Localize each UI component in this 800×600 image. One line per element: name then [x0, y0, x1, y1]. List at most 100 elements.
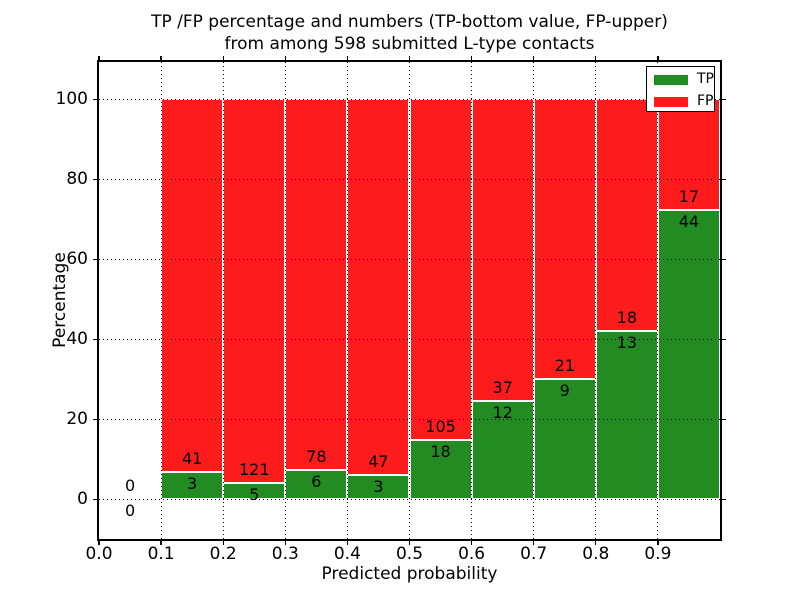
x-tick-label: 0.7 [520, 544, 548, 564]
x-tick [595, 539, 597, 545]
bar-tp-count-label: 5 [249, 485, 260, 505]
y-tick-label: 100 [55, 89, 88, 109]
bar-tp-segment [409, 440, 472, 499]
y-tick [93, 418, 99, 420]
x-gridline [533, 62, 535, 539]
fp-swatch [654, 96, 688, 107]
legend: TP FP [646, 66, 715, 112]
x-axis-label: Predicted probability [321, 564, 498, 584]
y-tick-right [720, 498, 726, 500]
y-tick [93, 498, 99, 500]
x-tick [470, 539, 473, 545]
bar-tp-count-label: 13 [616, 333, 638, 353]
bar-tp-count-label: 18 [430, 442, 451, 462]
x-tick-label: 0.4 [333, 544, 361, 564]
y-tick-right [720, 98, 726, 100]
x-tick-label: 0.3 [271, 544, 299, 564]
x-tick [284, 539, 286, 545]
bar-tp-count-label: 9 [559, 381, 570, 400]
x-tick [533, 539, 535, 545]
chart-title-line2: from among 598 submitted L-type contacts [224, 34, 595, 54]
plot-area: 0 20 40 60 80 100 0.0 0.1 0.2 0.3 0.4 0.5 0.6 0.7 0.8 0… [56, 56, 726, 563]
x-tick [98, 539, 100, 545]
bar-tp-segment [657, 210, 720, 499]
y-tick [93, 98, 99, 100]
bar-tp-segment [285, 470, 348, 499]
chart-title-line1: TP /FP percentage and numbers (TP-bottom… [151, 12, 668, 32]
y-axis-label: Percentage [50, 252, 70, 348]
x-tick-label: 0.0 [85, 544, 113, 564]
x-tick [408, 539, 411, 545]
bar-fp-segment [657, 99, 720, 211]
bar-fp-segment [223, 99, 286, 484]
x-tick-label: 0.5 [395, 544, 424, 564]
x-tick-label: 0.6 [458, 544, 486, 564]
bar-fp-segment [595, 99, 658, 332]
x-tick-top [408, 56, 411, 62]
bar-tp-count-label: 3 [187, 473, 198, 493]
x-tick [346, 539, 349, 545]
y-tick-right [720, 418, 726, 420]
bar-tp-segment [471, 401, 534, 499]
bar-tp-count-label: 44 [678, 212, 700, 232]
bar-fp-segment [285, 99, 348, 471]
x-gridline [284, 62, 286, 539]
chart-title: TP /FP percentage and numbers (TP-bottom… [99, 11, 720, 55]
bar-tp-count-label: 6 [311, 472, 322, 492]
bar-tp-segment [533, 379, 596, 499]
x-gridline [471, 62, 473, 539]
y-tick [93, 338, 99, 340]
bar-fp-count-label: 17 [678, 187, 700, 207]
tp-swatch [654, 74, 688, 85]
bar-tp-segment [347, 475, 410, 499]
y-tick-label: 0 [77, 489, 88, 509]
x-tick-top [222, 56, 224, 62]
bar-fp-segment [533, 99, 596, 379]
x-tick [222, 539, 224, 545]
bar-fp-count-label: 105 [425, 417, 456, 437]
bar-fp-count-label: 47 [368, 452, 389, 471]
x-gridline [222, 62, 224, 539]
y-tick-label: 20 [66, 409, 88, 429]
y-tick-label: 60 [66, 249, 88, 269]
x-tick [657, 539, 659, 545]
legend-item-tp: TP [647, 72, 714, 87]
x-gridline [657, 62, 659, 539]
bar-fp-count-label: 37 [492, 378, 513, 398]
bar-fp-count-label: 0 [124, 476, 136, 495]
legend-item-fp: FP [647, 94, 714, 109]
x-gridline [160, 62, 162, 539]
y-tick-label: 40 [66, 329, 88, 349]
y-tick-label: 80 [66, 169, 88, 189]
legend-label: FP [697, 93, 714, 109]
legend-label: TP [697, 71, 714, 87]
x-gridline [346, 62, 348, 539]
x-tick [160, 539, 162, 545]
x-tick-label: 0.9 [644, 544, 672, 564]
y-tick-right [720, 258, 726, 260]
x-tick-label: 0.1 [147, 544, 175, 564]
bar-tp-segment [223, 483, 286, 499]
bar-fp-count-label: 21 [554, 356, 575, 375]
y-tick-right [720, 178, 726, 180]
bar-fp-count-label: 121 [238, 460, 270, 480]
x-tick-label: 0.2 [209, 544, 237, 564]
bar-fp-segment [471, 99, 534, 402]
x-gridline [409, 62, 410, 539]
bar-tp-count-label: 12 [492, 403, 513, 423]
bar-fp-count-label: 41 [181, 448, 203, 468]
x-tick-label: 0.8 [582, 544, 610, 564]
bar-tp-count-label: 3 [373, 477, 384, 496]
y-tick-right [720, 338, 726, 340]
x-tick-top [346, 56, 349, 62]
bar-tp-segment [595, 331, 658, 499]
bar-tp-segment [161, 471, 224, 499]
bar-fp-segment [161, 99, 224, 472]
y-tick [93, 178, 99, 180]
x-tick-top [595, 56, 597, 62]
bar-fp-count-label: 18 [616, 308, 638, 328]
x-tick-top [98, 56, 100, 62]
x-tick-top [470, 56, 473, 62]
y-tick [93, 258, 99, 260]
x-tick-top [657, 56, 659, 62]
